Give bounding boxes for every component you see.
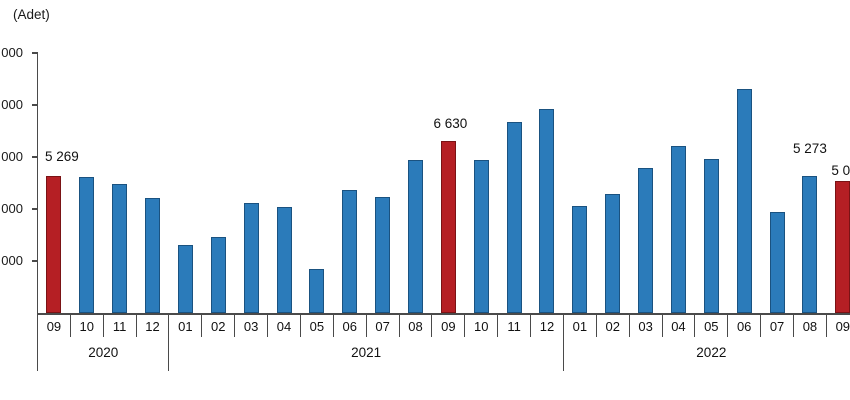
year-label: 2021 xyxy=(351,345,382,360)
month-separator xyxy=(793,313,794,337)
month-tick-label: 12 xyxy=(145,319,160,334)
month-tick-label: 06 xyxy=(736,319,752,334)
y-tick-mark xyxy=(31,208,38,210)
bar-highlighted xyxy=(46,176,62,313)
bar xyxy=(539,109,555,313)
y-tick-mark xyxy=(31,104,38,106)
y-tick-label: 000 xyxy=(1,149,23,164)
bar xyxy=(79,176,95,313)
bar xyxy=(572,205,588,313)
bar-highlighted xyxy=(440,140,456,313)
month-separator xyxy=(825,313,827,337)
bar-data-label: 5 0 xyxy=(831,163,850,179)
month-tick-label: 01 xyxy=(572,319,588,334)
month-separator xyxy=(727,313,729,337)
month-separator xyxy=(398,313,400,337)
bar xyxy=(408,160,423,313)
bar-data-label: 5 273 xyxy=(793,140,827,156)
y-tick-label: 000 xyxy=(1,201,23,216)
month-tick-label: 10 xyxy=(79,319,95,334)
bar xyxy=(210,236,226,313)
month-tick-label: 05 xyxy=(704,319,719,334)
month-tick-label: 11 xyxy=(507,319,521,334)
year-label: 2022 xyxy=(696,345,727,360)
month-tick-label: 02 xyxy=(211,319,226,334)
y-axis-line xyxy=(36,52,38,371)
month-tick-label: 04 xyxy=(671,319,686,334)
month-tick-label: 02 xyxy=(605,319,620,334)
month-separator xyxy=(464,313,466,337)
bar xyxy=(769,211,785,313)
y-tick-label: 000 xyxy=(1,97,23,112)
bar-data-label: 6 630 xyxy=(433,115,468,131)
month-tick-label: 09 xyxy=(835,319,850,334)
y-tick-label: 000 xyxy=(1,253,23,268)
bar xyxy=(177,244,193,313)
month-tick-label: 04 xyxy=(276,319,292,334)
y-tick-mark xyxy=(31,156,38,158)
month-separator xyxy=(234,313,236,337)
y-axis-unit-label: (Adet) xyxy=(13,7,50,22)
month-tick-label: 06 xyxy=(342,319,357,334)
bar xyxy=(112,183,128,313)
month-separator xyxy=(135,313,137,337)
bar xyxy=(375,196,391,313)
month-separator xyxy=(365,313,367,337)
month-separator xyxy=(267,313,269,337)
month-tick-label: 11 xyxy=(112,319,127,334)
month-tick-label: 03 xyxy=(638,319,653,334)
y-tick-label: 000 xyxy=(1,45,23,60)
month-tick-label: 08 xyxy=(802,319,818,334)
month-separator xyxy=(299,313,301,337)
month-tick-label: 03 xyxy=(243,319,259,334)
month-separator xyxy=(497,313,499,337)
year-separator xyxy=(562,313,564,371)
y-tick-mark xyxy=(31,260,38,262)
bar xyxy=(145,197,161,313)
bar xyxy=(276,207,292,313)
y-tick-mark xyxy=(31,52,38,54)
month-separator xyxy=(431,313,433,337)
bar xyxy=(243,202,259,313)
bar xyxy=(703,158,719,313)
month-tick-label: 07 xyxy=(769,319,785,334)
month-tick-label: 08 xyxy=(408,319,423,334)
x-axis-line xyxy=(36,313,850,315)
bar xyxy=(342,190,358,313)
month-separator xyxy=(102,313,104,337)
month-separator xyxy=(694,313,696,337)
month-tick-label: 09 xyxy=(46,319,62,334)
month-tick-label: 09 xyxy=(441,319,456,334)
bar xyxy=(638,168,654,313)
month-separator xyxy=(595,313,597,337)
bar xyxy=(473,159,489,313)
bar-highlighted xyxy=(835,181,850,313)
month-separator xyxy=(201,313,203,337)
month-separator xyxy=(628,313,630,337)
month-tick-label: 01 xyxy=(178,319,193,334)
bar xyxy=(605,194,621,313)
month-tick-label: 07 xyxy=(375,319,390,334)
year-separator xyxy=(168,313,170,371)
bar xyxy=(736,88,752,313)
month-separator xyxy=(530,313,532,337)
month-separator xyxy=(661,313,663,337)
bar-data-label: 5 269 xyxy=(45,149,79,164)
month-tick-label: 10 xyxy=(473,319,489,334)
bar xyxy=(802,175,818,313)
bar xyxy=(506,121,522,313)
month-separator xyxy=(69,313,71,337)
month-separator xyxy=(332,313,334,337)
year-label: 2020 xyxy=(88,345,119,360)
month-tick-label: 05 xyxy=(309,319,325,334)
bar xyxy=(670,145,686,313)
month-separator xyxy=(760,313,762,337)
month-tick-label: 12 xyxy=(539,319,555,334)
bar xyxy=(309,268,325,313)
